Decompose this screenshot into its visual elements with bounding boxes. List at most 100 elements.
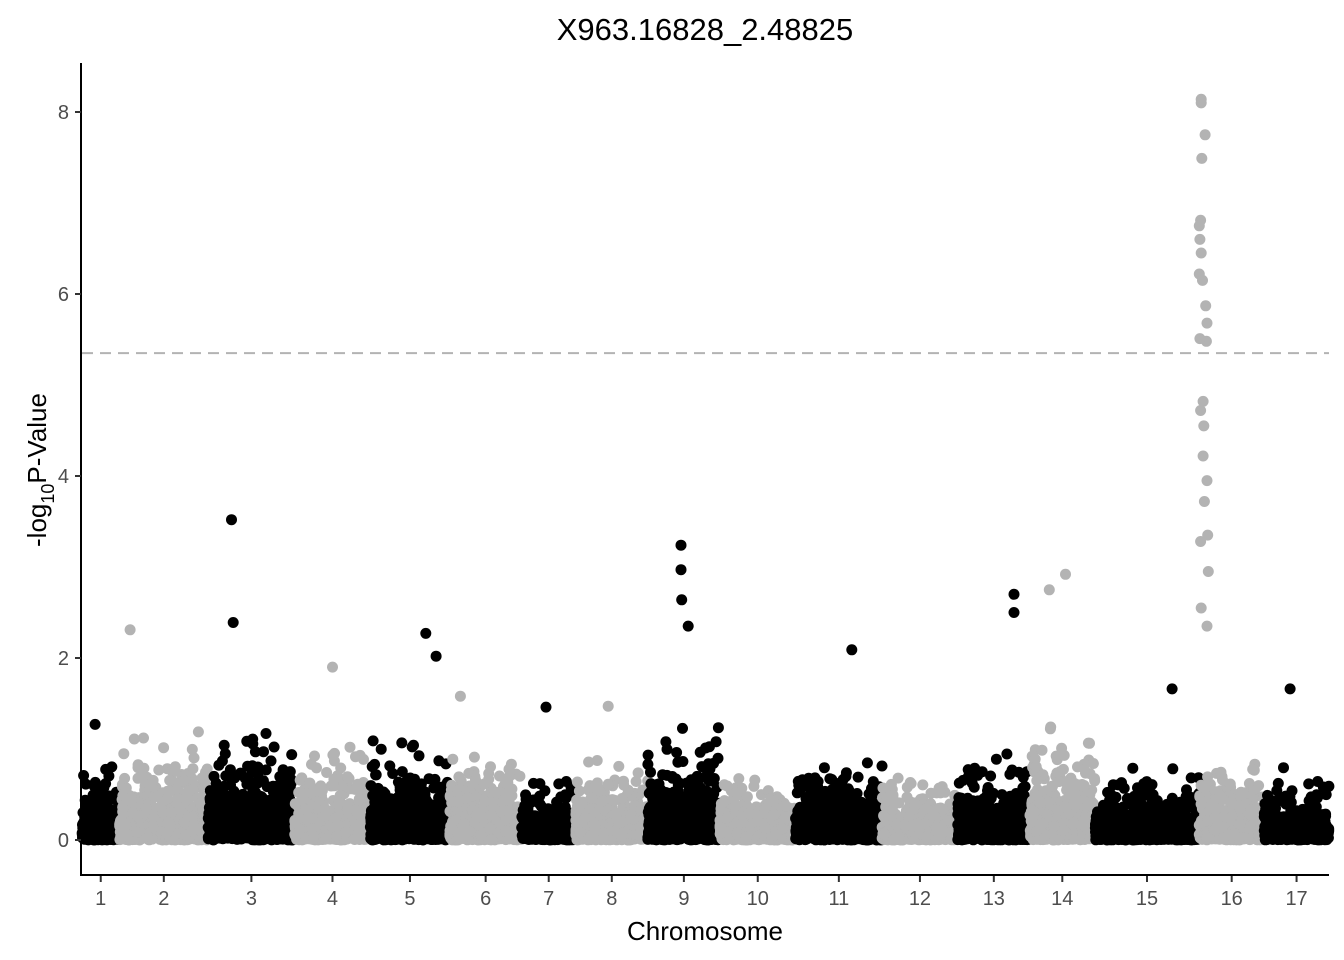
snp-point (749, 774, 761, 786)
snp-point (445, 820, 457, 832)
snp-point (205, 796, 216, 807)
snp-point (100, 807, 112, 819)
snp-point (305, 786, 317, 798)
snp-point (432, 782, 444, 794)
snp-point (402, 790, 414, 802)
snp-point (340, 826, 352, 838)
snp-point (583, 756, 595, 768)
snp-point (365, 833, 377, 845)
snp-point (644, 808, 656, 820)
snp-point (117, 790, 129, 802)
snp-point (139, 772, 151, 784)
snp-point (695, 782, 706, 794)
snp-point (158, 742, 170, 754)
snp-point (218, 739, 230, 751)
snp-point (611, 807, 623, 819)
snp-point (100, 778, 112, 790)
snp-point (419, 788, 431, 800)
snp-point (131, 826, 143, 838)
snp-point (468, 751, 480, 763)
snp-point (656, 789, 668, 801)
snp-point (294, 774, 306, 786)
snp-point (382, 813, 394, 825)
snp-point (241, 778, 253, 790)
snp-point (258, 746, 269, 758)
snp-point (330, 830, 342, 842)
snp-point (671, 747, 683, 758)
snp-point (304, 777, 316, 789)
snp-point (608, 794, 620, 806)
snp-point (680, 816, 692, 828)
snp-point (475, 830, 487, 842)
snp-point (224, 805, 236, 817)
snp-point (686, 789, 698, 801)
snp-point (268, 741, 280, 753)
snp-point (196, 772, 208, 784)
snp-point (504, 783, 516, 795)
snp-point (590, 780, 602, 792)
snp-point (267, 780, 279, 792)
snp-point (396, 737, 408, 749)
snp-point (188, 752, 200, 764)
snp-point (294, 823, 306, 835)
snp-point (433, 755, 445, 767)
snp-point (106, 761, 118, 773)
snp-point (265, 755, 277, 767)
snp-point (369, 758, 381, 770)
snp-point (540, 810, 552, 822)
snp-point (715, 798, 727, 810)
snp-point (485, 834, 497, 846)
snp-point (309, 750, 320, 762)
snp-point (534, 790, 546, 802)
snp-point (379, 788, 391, 800)
snp-point (187, 783, 199, 795)
snp-point (100, 824, 112, 836)
snp-point (390, 800, 401, 812)
data-points (76, 93, 1335, 846)
snp-point (349, 783, 361, 795)
snp-point (286, 749, 298, 761)
snp-point (97, 834, 109, 846)
snp-point (153, 764, 165, 776)
snp-point (180, 829, 191, 841)
snp-point (166, 807, 178, 818)
snp-point (447, 753, 459, 765)
snp-point (260, 728, 272, 739)
snp-point (247, 786, 259, 798)
snp-point (470, 774, 481, 786)
snp-point (375, 743, 387, 755)
snp-point (677, 722, 688, 734)
snp-point (219, 748, 231, 760)
chart-title: X963.16828_2.48825 (557, 12, 854, 47)
snp-point (330, 812, 342, 824)
snp-point (415, 829, 427, 841)
snp-point (242, 813, 254, 825)
snp-point (353, 793, 365, 805)
snp-point (625, 809, 636, 821)
snp-point (147, 774, 159, 786)
snp-point (217, 833, 229, 845)
snp-point (462, 792, 474, 804)
snp-point (88, 780, 100, 792)
snp-point (401, 800, 413, 812)
snp-point (453, 771, 465, 783)
snp-point (423, 773, 435, 785)
snp-point (119, 772, 131, 784)
snp-point (115, 832, 127, 844)
snp-point (405, 823, 417, 834)
snp-point (570, 814, 582, 826)
snp-point (371, 810, 383, 822)
snp-point (503, 763, 515, 775)
snp-point (358, 753, 369, 765)
snp-point (172, 793, 184, 805)
snp-point (514, 770, 526, 782)
snp-point (186, 743, 198, 755)
snp-point (82, 809, 94, 821)
snp-point (528, 777, 539, 789)
snp-point (712, 722, 724, 734)
snp-point (262, 800, 274, 811)
snp-point (476, 811, 488, 823)
snp-point (344, 741, 356, 753)
snp-point (262, 832, 274, 843)
snp-point (520, 793, 532, 805)
